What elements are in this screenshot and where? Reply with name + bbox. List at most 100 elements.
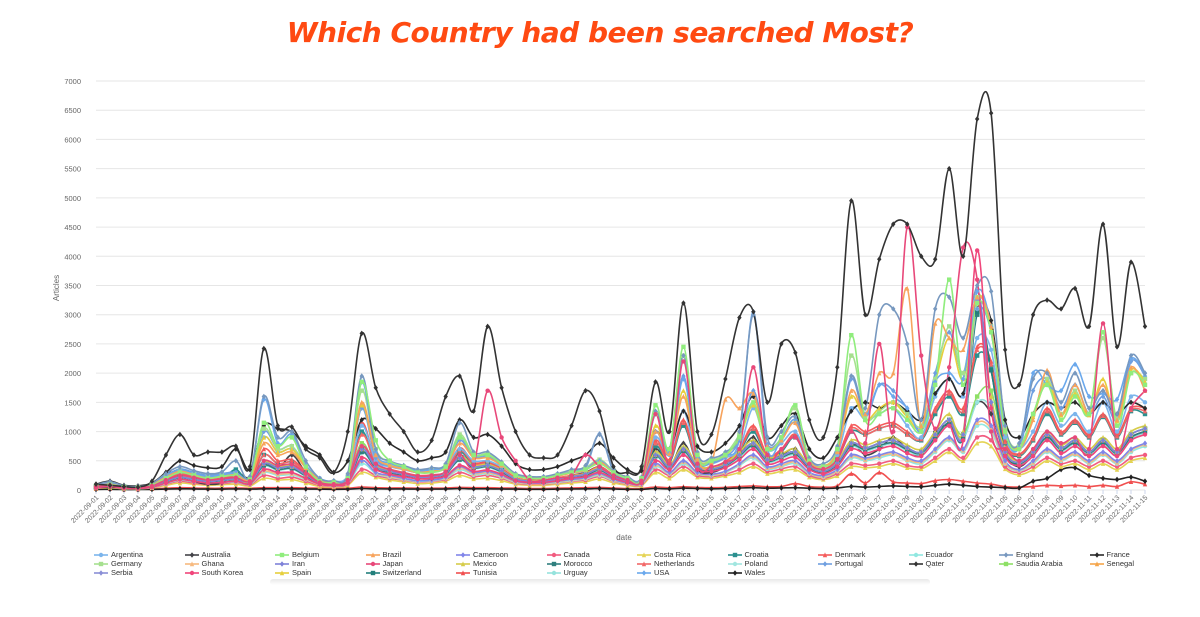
legend-item-serbia[interactable]: Serbia (94, 568, 133, 577)
legend-item-netherlands[interactable]: Netherlands (637, 559, 694, 568)
point-belgium (303, 464, 308, 469)
point-south-korea (583, 474, 588, 479)
legend-item-ecuador[interactable]: Ecuador (908, 550, 953, 559)
legend-item-switzerland[interactable]: Switzerland (365, 568, 421, 577)
point-south-korea (1086, 453, 1092, 459)
point-belgium (415, 470, 420, 475)
point-south-korea (1044, 438, 1050, 443)
x-axis-ticks: 2022-09-012022-09-022022-09-032022-09-04… (70, 490, 1149, 525)
point-tunisia (891, 479, 896, 485)
legend-item-germany[interactable]: Germany (94, 559, 142, 568)
point-belgium (863, 417, 868, 423)
legend-item-argentina[interactable]: Argentina (94, 550, 143, 559)
point-south-korea (905, 450, 910, 456)
point-brazil (723, 396, 728, 402)
point-wales (891, 483, 896, 489)
legend-item-croatia[interactable]: Croatia (727, 550, 769, 559)
legend-marker (732, 561, 737, 566)
legend-item-south-korea[interactable]: South Korea (184, 568, 243, 577)
legend-marker (551, 552, 556, 557)
point-wales (205, 486, 211, 492)
point-canada (1100, 458, 1106, 463)
point-spain (275, 449, 281, 455)
legend-item-poland[interactable]: Poland (727, 559, 768, 568)
legend-item-belgium[interactable]: Belgium (275, 550, 319, 559)
legend-item-wales[interactable]: Wales (727, 568, 765, 577)
point-netherlands (359, 431, 364, 437)
legend-item-canada[interactable]: Canada (546, 550, 590, 559)
legend-symbol (94, 561, 108, 566)
legend-item-australia[interactable]: Australia (184, 550, 231, 559)
point-south-korea (821, 471, 826, 476)
point-spain (681, 388, 686, 393)
point-france (737, 422, 742, 429)
point-germany (275, 446, 281, 452)
legend-item-morocco[interactable]: Morocco (546, 559, 592, 568)
point-costa-rica (891, 461, 896, 466)
legend-item-urguay[interactable]: Urguay (546, 568, 588, 577)
point-wales (443, 486, 448, 492)
point-iran (1128, 431, 1134, 438)
point-usa (793, 417, 798, 423)
legend-item-senegal[interactable]: Senegal (1089, 559, 1135, 568)
point-japan (1128, 406, 1134, 411)
point-denmark (905, 428, 910, 434)
legend-label: Poland (744, 559, 768, 568)
point-spain (653, 423, 658, 428)
legend-item-saudia-arabia[interactable]: Saudia Arabia (999, 559, 1063, 568)
point-south-korea (387, 472, 392, 477)
point-france (639, 467, 644, 474)
legend-item-ghana[interactable]: Ghana (184, 559, 224, 568)
point-argentina (1058, 423, 1064, 428)
legend-item-portugal[interactable]: Portugal (818, 559, 863, 568)
point-tunisia (988, 481, 994, 487)
point-belgium (723, 452, 728, 458)
point-qater (835, 364, 840, 371)
legend-item-qater[interactable]: Qater (908, 559, 944, 568)
point-wales (1128, 474, 1134, 480)
legend-marker (370, 561, 375, 566)
point-south-korea (359, 455, 364, 461)
legend-item-costa-rica[interactable]: Costa Rica (637, 550, 691, 559)
point-belgium (821, 464, 826, 469)
legend-item-brazil[interactable]: Brazil (365, 550, 401, 559)
point-wales (569, 486, 574, 492)
point-france (849, 408, 854, 414)
point-qater (359, 330, 364, 337)
legend-item-japan[interactable]: Japan (365, 559, 403, 568)
point-france (219, 463, 225, 470)
point-qater (863, 311, 868, 318)
legend-item-england[interactable]: England (999, 550, 1044, 559)
point-iran (597, 466, 602, 472)
point-costa-rica (849, 464, 854, 469)
point-croatia (751, 429, 756, 434)
legend-item-france[interactable]: France (1089, 550, 1130, 559)
legend-item-mexico[interactable]: Mexico (456, 559, 497, 568)
legend-item-cameroon[interactable]: Cameroon (456, 550, 508, 559)
legend-label: Croatia (744, 550, 769, 559)
point-croatia (933, 411, 938, 417)
point-south-korea (919, 453, 924, 459)
point-costa-rica (1086, 466, 1092, 472)
legend-item-iran[interactable]: Iran (275, 559, 305, 568)
legend-marker (370, 551, 375, 557)
point-wales (779, 485, 784, 491)
legend-item-tunisia[interactable]: Tunisia (456, 568, 497, 577)
point-qater (331, 469, 336, 476)
point-wales (723, 485, 728, 492)
legend-marker (189, 570, 194, 575)
point-japan (219, 476, 225, 482)
point-tunisia (877, 469, 882, 475)
point-south-korea (1002, 453, 1008, 459)
point-japan (485, 388, 490, 393)
legend-item-denmark[interactable]: Denmark (818, 550, 865, 559)
legend-label: France (1106, 550, 1130, 559)
point-spain (1030, 414, 1036, 420)
point-france (709, 449, 714, 455)
point-belgium (1044, 382, 1050, 388)
legend-item-spain[interactable]: Spain (275, 568, 311, 577)
legend-label: Senegal (1106, 559, 1135, 568)
point-japan (1086, 446, 1092, 452)
point-japan (960, 245, 966, 250)
legend-item-usa[interactable]: USA (637, 568, 669, 577)
